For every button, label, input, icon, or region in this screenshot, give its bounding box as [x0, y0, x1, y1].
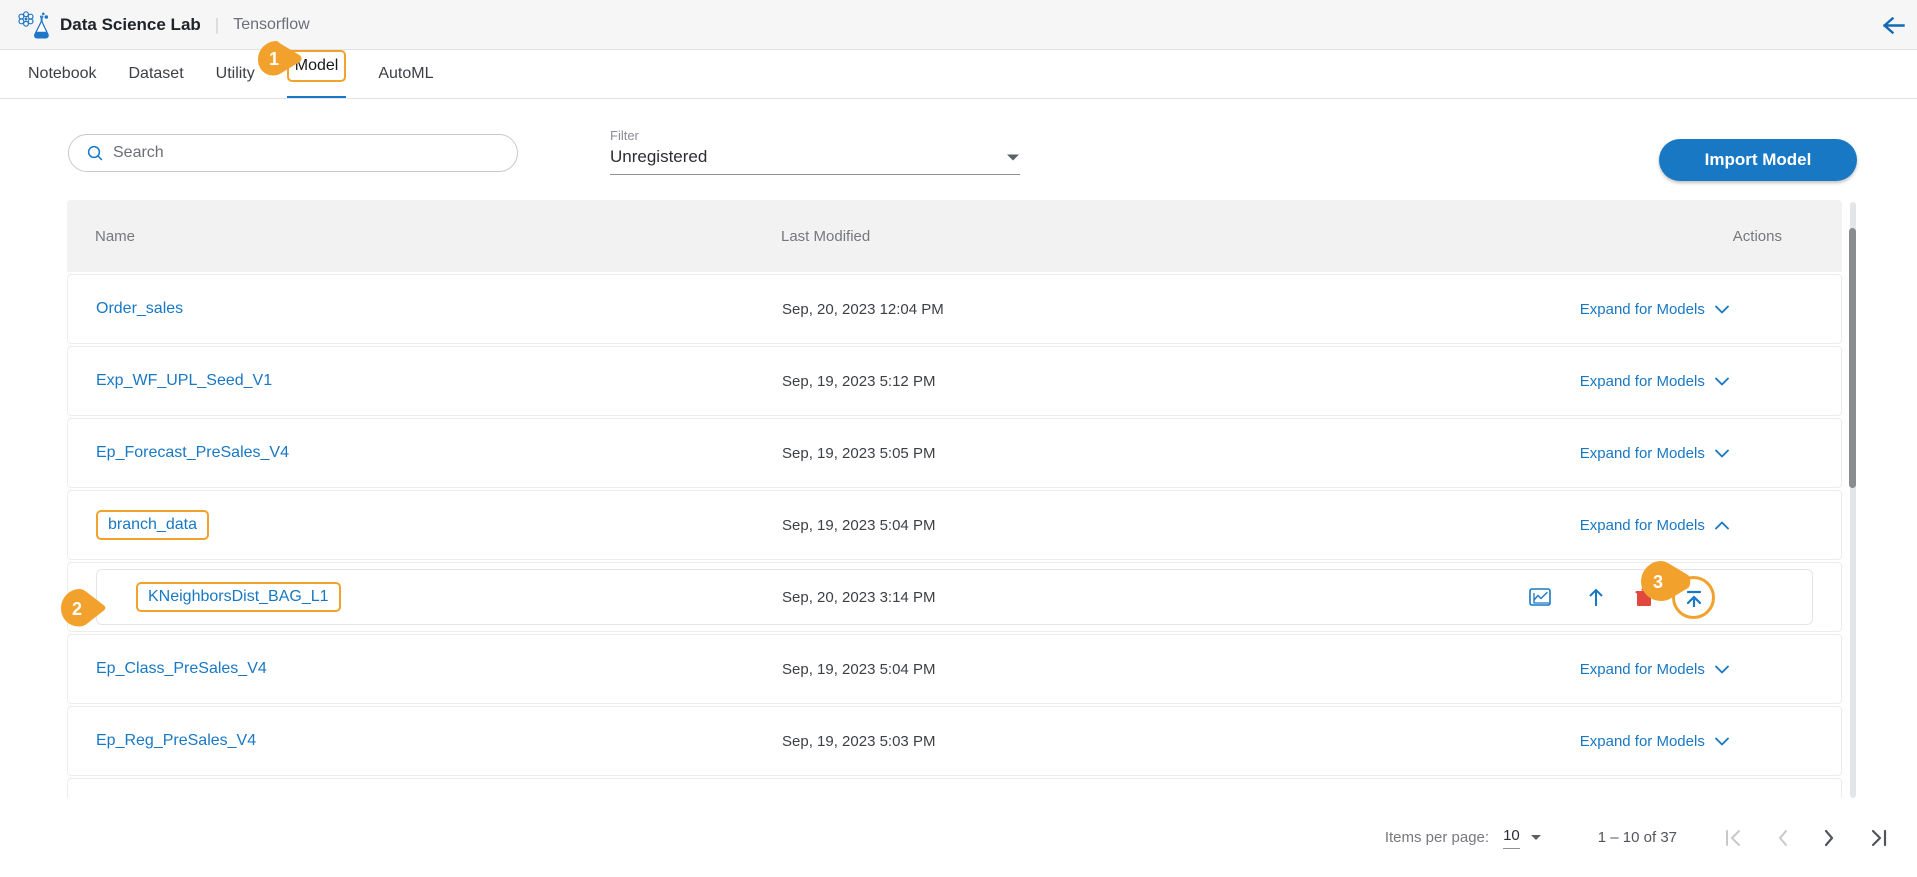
svg-text:2: 2	[72, 599, 82, 619]
svg-text:1: 1	[269, 49, 279, 69]
